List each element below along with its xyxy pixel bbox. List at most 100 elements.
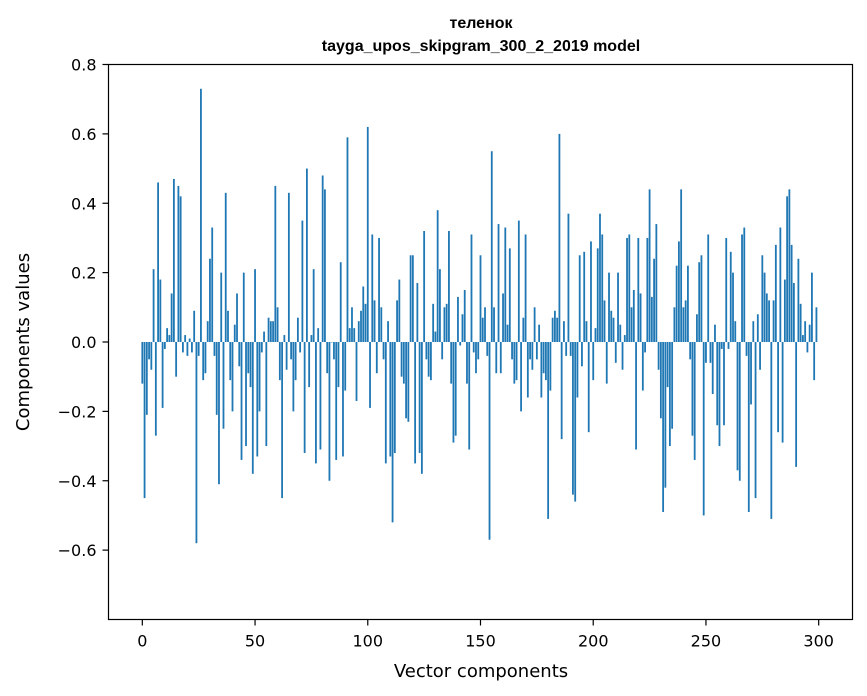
bar — [441, 342, 444, 360]
chart-title-line2: tayga_upos_skipgram_300_2_2019 model — [322, 38, 640, 55]
bar — [781, 342, 784, 443]
bar — [215, 342, 218, 415]
bar — [522, 317, 525, 342]
bar — [610, 310, 613, 342]
bar — [182, 342, 184, 353]
bar — [544, 342, 547, 381]
bar — [206, 321, 209, 342]
bar — [141, 342, 144, 384]
bar — [639, 293, 642, 342]
bar — [558, 133, 561, 343]
bar — [357, 321, 360, 342]
bar — [461, 314, 464, 342]
bar — [578, 255, 581, 342]
bar — [811, 272, 813, 343]
y-tick-label: 0.8 — [71, 56, 96, 75]
bar — [484, 307, 486, 342]
bar — [540, 342, 543, 398]
bar — [657, 342, 660, 370]
bar — [251, 342, 254, 474]
bar — [276, 307, 279, 342]
y-tick-label: 0.4 — [71, 194, 96, 213]
bar — [434, 331, 437, 342]
bar — [402, 342, 405, 384]
bar — [353, 328, 356, 343]
bar — [420, 342, 423, 474]
bar — [617, 272, 619, 343]
bar — [678, 241, 680, 342]
bar — [371, 234, 374, 342]
bar — [236, 293, 238, 342]
bar — [267, 317, 270, 342]
bar — [256, 342, 259, 457]
bar — [193, 310, 196, 342]
bar — [475, 342, 477, 374]
bar — [364, 303, 367, 342]
bar — [754, 342, 757, 499]
bar — [768, 300, 770, 343]
bar — [294, 342, 297, 381]
bar — [707, 234, 710, 342]
bar — [535, 342, 538, 360]
bar — [285, 342, 288, 370]
bar — [308, 342, 311, 388]
bar — [445, 303, 448, 342]
bar — [245, 342, 247, 447]
bar — [745, 342, 748, 356]
bar — [366, 126, 369, 342]
bar — [450, 342, 453, 384]
bar — [520, 342, 522, 412]
bar — [569, 342, 572, 356]
bar — [574, 342, 577, 502]
bar — [513, 342, 516, 384]
bar — [238, 342, 241, 367]
bar — [524, 234, 527, 342]
bar — [759, 342, 761, 370]
bar — [747, 342, 750, 512]
bar — [765, 293, 768, 342]
bar — [301, 220, 304, 342]
bar — [387, 321, 389, 342]
bar — [621, 342, 624, 370]
bar — [646, 237, 649, 342]
bar — [299, 342, 302, 353]
bar — [675, 265, 678, 342]
bar — [416, 283, 419, 342]
bar — [409, 255, 412, 342]
bar — [614, 342, 617, 363]
bar — [468, 342, 471, 450]
bar — [152, 269, 155, 342]
bar — [306, 168, 308, 342]
bar — [283, 335, 286, 342]
bar — [351, 307, 353, 342]
bar — [209, 258, 211, 342]
bar — [623, 335, 626, 342]
bar — [813, 342, 816, 381]
bar — [668, 342, 671, 447]
bar — [418, 342, 421, 453]
bar — [384, 342, 387, 464]
bar — [490, 151, 493, 342]
bar — [630, 307, 633, 342]
bar — [666, 342, 669, 388]
bar — [590, 241, 592, 342]
bar — [542, 342, 545, 374]
bar — [756, 314, 759, 342]
bar — [324, 189, 326, 343]
chart-title-line1: теленок — [449, 15, 513, 32]
bar — [211, 227, 214, 342]
bar — [596, 248, 599, 342]
bar — [687, 265, 689, 342]
bar — [242, 272, 245, 343]
bar — [348, 328, 351, 343]
bar — [802, 335, 804, 342]
bar — [587, 342, 590, 433]
bar — [504, 227, 507, 342]
bar — [310, 335, 313, 342]
bar — [752, 321, 755, 342]
bar — [648, 189, 651, 343]
bar — [797, 258, 800, 342]
bar — [290, 342, 293, 360]
bar — [258, 342, 261, 412]
